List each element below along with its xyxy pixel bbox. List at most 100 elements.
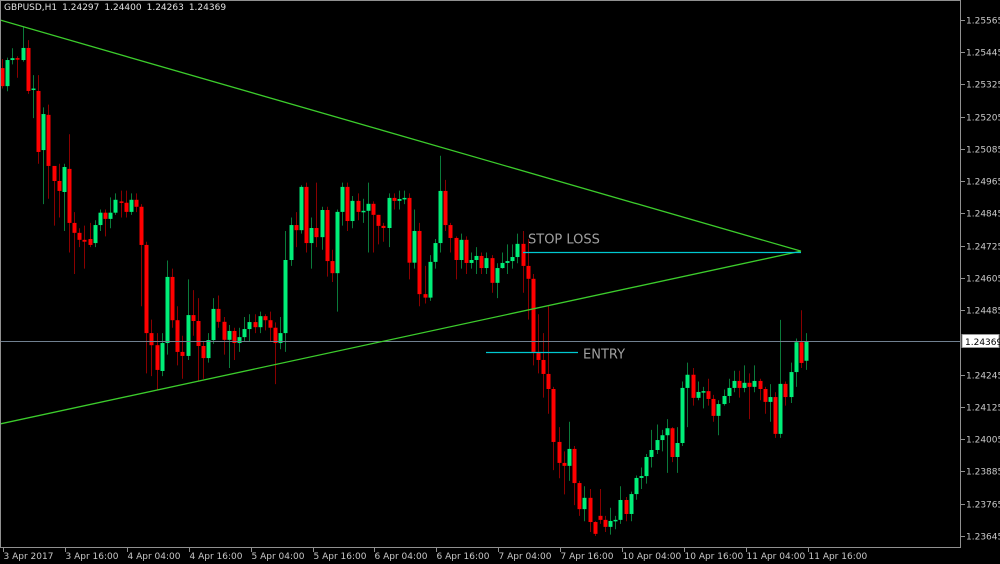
candle-body: [567, 448, 572, 466]
candle: [655, 424, 660, 455]
candle-body: [294, 225, 299, 231]
candle: [227, 325, 232, 369]
candle-body: [593, 522, 598, 534]
candle: [325, 206, 330, 277]
candle: [149, 319, 154, 377]
candle-body: [10, 58, 15, 61]
candle: [742, 365, 747, 393]
candle: [387, 193, 392, 248]
time-axis[interactable]: 3 Apr 2017 3 Apr 16:00 4 Apr 04:00 4 Apr 16…: [3, 548, 868, 562]
candle-body: [211, 308, 216, 341]
candle: [634, 475, 639, 500]
candle: [763, 386, 768, 414]
candle-body: [768, 397, 773, 402]
candle-body: [417, 230, 422, 295]
candle: [727, 378, 732, 403]
candle: [665, 419, 670, 473]
candle-body: [376, 214, 381, 226]
candle: [804, 333, 809, 370]
candle-body: [387, 197, 392, 229]
candle: [505, 244, 510, 274]
candle: [737, 370, 742, 398]
candle-body: [608, 520, 613, 527]
candle-body: [88, 239, 93, 245]
candle: [304, 182, 309, 253]
candle-body: [778, 383, 783, 434]
candle-body: [320, 210, 325, 238]
candle: [82, 225, 87, 269]
candle-body: [758, 380, 763, 389]
candle: [216, 295, 221, 328]
candle-body: [670, 428, 675, 457]
x-tick-label: 10 Apr 04:00: [623, 552, 682, 562]
candle: [31, 75, 36, 119]
candle-body: [685, 374, 690, 388]
ohlc-low: 1.24263: [146, 3, 184, 13]
candle-body: [665, 428, 670, 436]
candle: [46, 104, 51, 199]
candle: [258, 311, 263, 334]
candle-body: [438, 190, 443, 244]
candle: [263, 314, 268, 331]
entry-label: ENTRY: [583, 348, 625, 363]
candle-body: [464, 239, 469, 263]
candle-body: [242, 329, 247, 338]
candle-body: [582, 497, 587, 510]
candle: [309, 217, 314, 269]
candle: [716, 400, 721, 436]
candle-body: [325, 210, 330, 262]
candle-body: [510, 257, 515, 262]
candle: [510, 244, 515, 269]
candle: [211, 298, 216, 344]
candle-body: [598, 515, 603, 520]
candle-body: [21, 47, 26, 61]
candle: [392, 193, 397, 210]
candle-body: [381, 225, 386, 229]
x-tick-label: 7 Apr 04:00: [499, 552, 552, 562]
candle: [572, 445, 577, 506]
candle: [500, 252, 505, 269]
candle: [283, 230, 288, 352]
candle-body: [227, 330, 232, 340]
candle: [72, 212, 77, 274]
candle-body: [247, 322, 252, 330]
candle-body: [62, 167, 67, 192]
x-tick-label: 4 Apr 16:00: [190, 552, 243, 562]
candle: [747, 373, 752, 420]
candle: [531, 273, 536, 366]
candle-body: [330, 261, 335, 274]
candle: [603, 515, 608, 532]
candle-body: [196, 321, 201, 346]
candle: [21, 26, 26, 62]
candle: [515, 233, 520, 264]
candle-body: [139, 206, 144, 245]
candle-body: [433, 243, 438, 262]
candle-body: [77, 232, 82, 240]
y-tick-label: 1.25325: [966, 81, 1000, 91]
candle-body: [5, 60, 10, 87]
candle-body: [644, 456, 649, 477]
candle-body: [26, 47, 31, 91]
candle-body: [752, 380, 757, 387]
candle: [5, 57, 10, 92]
candle-body: [82, 239, 87, 242]
candle-body: [299, 186, 304, 231]
candle: [376, 214, 381, 245]
candle-body: [103, 212, 108, 219]
x-tick-label: 6 Apr 16:00: [437, 552, 490, 562]
candle-body: [119, 201, 124, 203]
candle: [701, 386, 706, 409]
candle: [407, 193, 412, 280]
candle-body: [263, 316, 268, 321]
y-tick-label: 1.23645: [966, 533, 1000, 543]
candle-body: [618, 499, 623, 520]
candle: [134, 193, 139, 213]
price-axis[interactable]: 1.25565 1.25445 1.25325 1.25205 1.25085 1.249…: [961, 17, 1000, 543]
candle-body: [72, 222, 77, 233]
candle: [361, 198, 366, 223]
candle: [562, 451, 567, 495]
candle-body: [350, 200, 355, 222]
candle: [57, 163, 62, 218]
candle-body: [727, 387, 732, 396]
